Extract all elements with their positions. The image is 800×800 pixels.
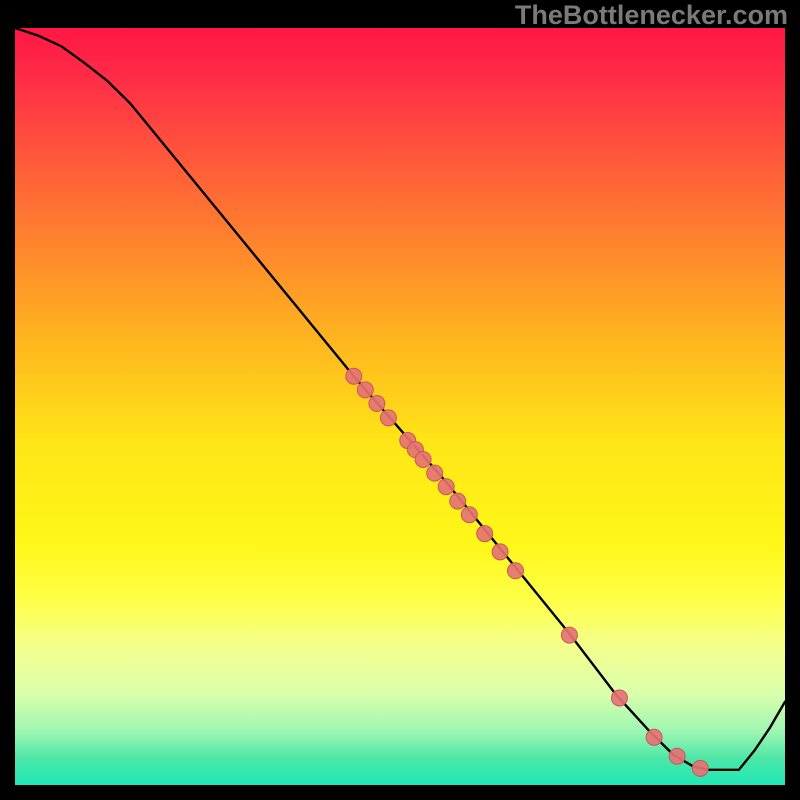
data-marker xyxy=(427,465,443,481)
data-marker xyxy=(692,760,708,776)
data-marker xyxy=(369,395,385,411)
data-marker xyxy=(646,729,662,745)
data-marker xyxy=(461,507,477,523)
watermark-text: TheBottlenecker.com xyxy=(515,0,788,31)
data-marker xyxy=(380,410,396,426)
chart-svg xyxy=(15,28,785,785)
data-marker xyxy=(357,382,373,398)
data-marker xyxy=(438,479,454,495)
data-marker xyxy=(508,563,524,579)
data-marker xyxy=(561,627,577,643)
data-marker xyxy=(611,690,627,706)
data-marker xyxy=(492,544,508,560)
data-marker xyxy=(415,451,431,467)
gradient-background xyxy=(15,28,785,785)
chart-frame: TheBottlenecker.com xyxy=(0,0,800,800)
data-marker xyxy=(477,526,493,542)
data-marker xyxy=(450,493,466,509)
data-marker xyxy=(346,368,362,384)
plot-area xyxy=(15,28,785,785)
data-marker xyxy=(669,748,685,764)
